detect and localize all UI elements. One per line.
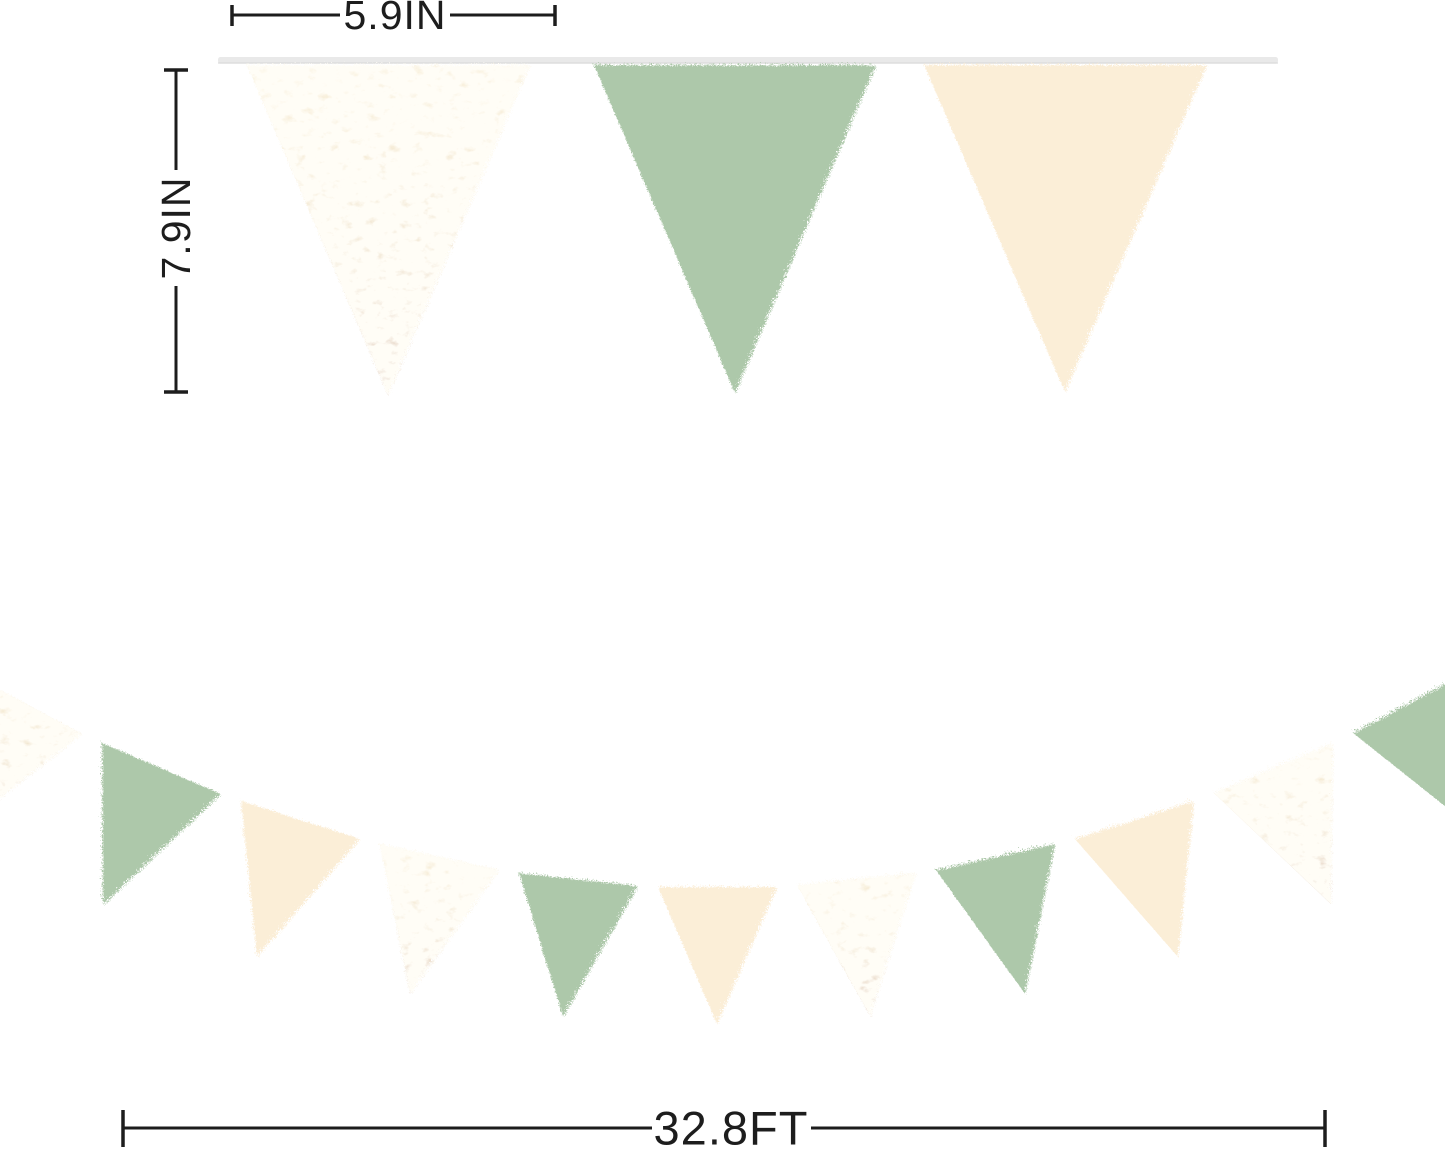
bottom-banner bbox=[0, 681, 1445, 1022]
pennant-bottom-1-gold bbox=[0, 688, 80, 795]
pennant-bottom-11-sage bbox=[1351, 681, 1445, 806]
flag-height-measurement: 7.9IN bbox=[153, 177, 199, 280]
banner-length-measurement: 32.8FT bbox=[654, 1102, 809, 1151]
pennant-bottom-2-sage bbox=[100, 741, 219, 903]
banner-string-ribbon bbox=[218, 57, 1278, 64]
flag-width-dimension: 5.9IN bbox=[230, 0, 557, 38]
top-banner bbox=[218, 57, 1278, 393]
pennant-bottom-5-sage bbox=[517, 871, 636, 1015]
pennant-top-cream bbox=[922, 63, 1205, 390]
pennant-bottom-9-cream bbox=[1073, 799, 1192, 955]
pennant-bottom-10-gold bbox=[1212, 741, 1331, 902]
pennant-bottom-6-cream bbox=[656, 885, 775, 1022]
flag-height-dimension: 7.9IN bbox=[153, 68, 199, 394]
banner-length-dimension: 32.8FT bbox=[121, 1102, 1327, 1151]
flag-width-measurement: 5.9IN bbox=[344, 0, 447, 38]
pennant-top-sage bbox=[592, 63, 874, 391]
pennant-bottom-7-gold bbox=[795, 871, 914, 1014]
pennant-bottom-3-cream bbox=[239, 799, 358, 955]
pennant-top-gold bbox=[245, 63, 528, 393]
pennant-bottom-4-gold bbox=[378, 842, 497, 992]
pennant-bottom-8-sage bbox=[934, 842, 1053, 992]
